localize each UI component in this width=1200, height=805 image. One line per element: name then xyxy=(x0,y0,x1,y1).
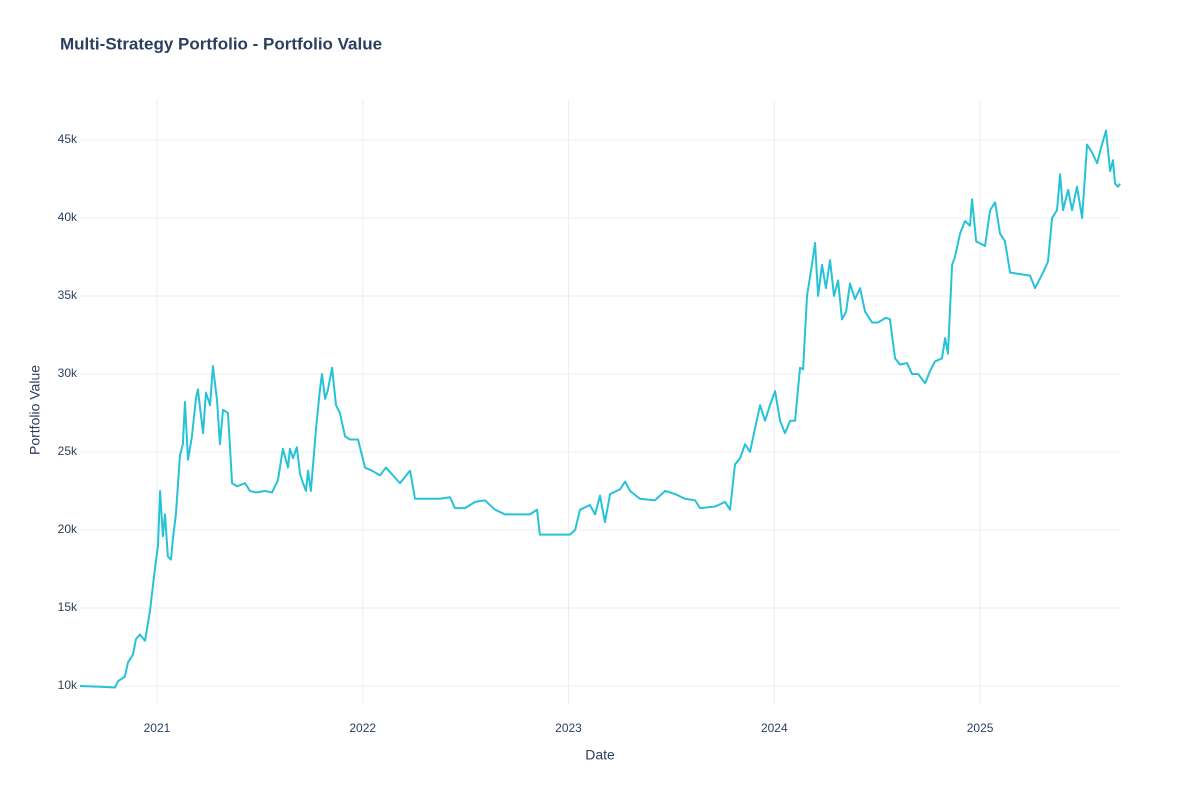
y-tick-label: 25k xyxy=(58,444,78,458)
y-tick-label: 40k xyxy=(58,210,78,224)
y-tick-label: 30k xyxy=(58,366,78,380)
x-tick-label: 2024 xyxy=(761,721,788,735)
y-tick-label: 20k xyxy=(58,522,78,536)
chart-title: Multi-Strategy Portfolio - Portfolio Val… xyxy=(60,34,382,53)
x-tick-label: 2025 xyxy=(967,721,994,735)
y-tick-label: 35k xyxy=(58,288,78,302)
x-tick-label: 2021 xyxy=(144,721,171,735)
x-axis-label: Date xyxy=(585,747,615,763)
x-tick-label: 2023 xyxy=(555,721,582,735)
y-tick-label: 45k xyxy=(58,132,78,146)
y-tick-label: 10k xyxy=(58,678,78,692)
line-series xyxy=(79,129,1121,689)
y-axis-label: Portfolio Value xyxy=(27,365,43,455)
y-tick-label: 15k xyxy=(58,600,78,614)
x-tick-label: 2022 xyxy=(349,721,376,735)
